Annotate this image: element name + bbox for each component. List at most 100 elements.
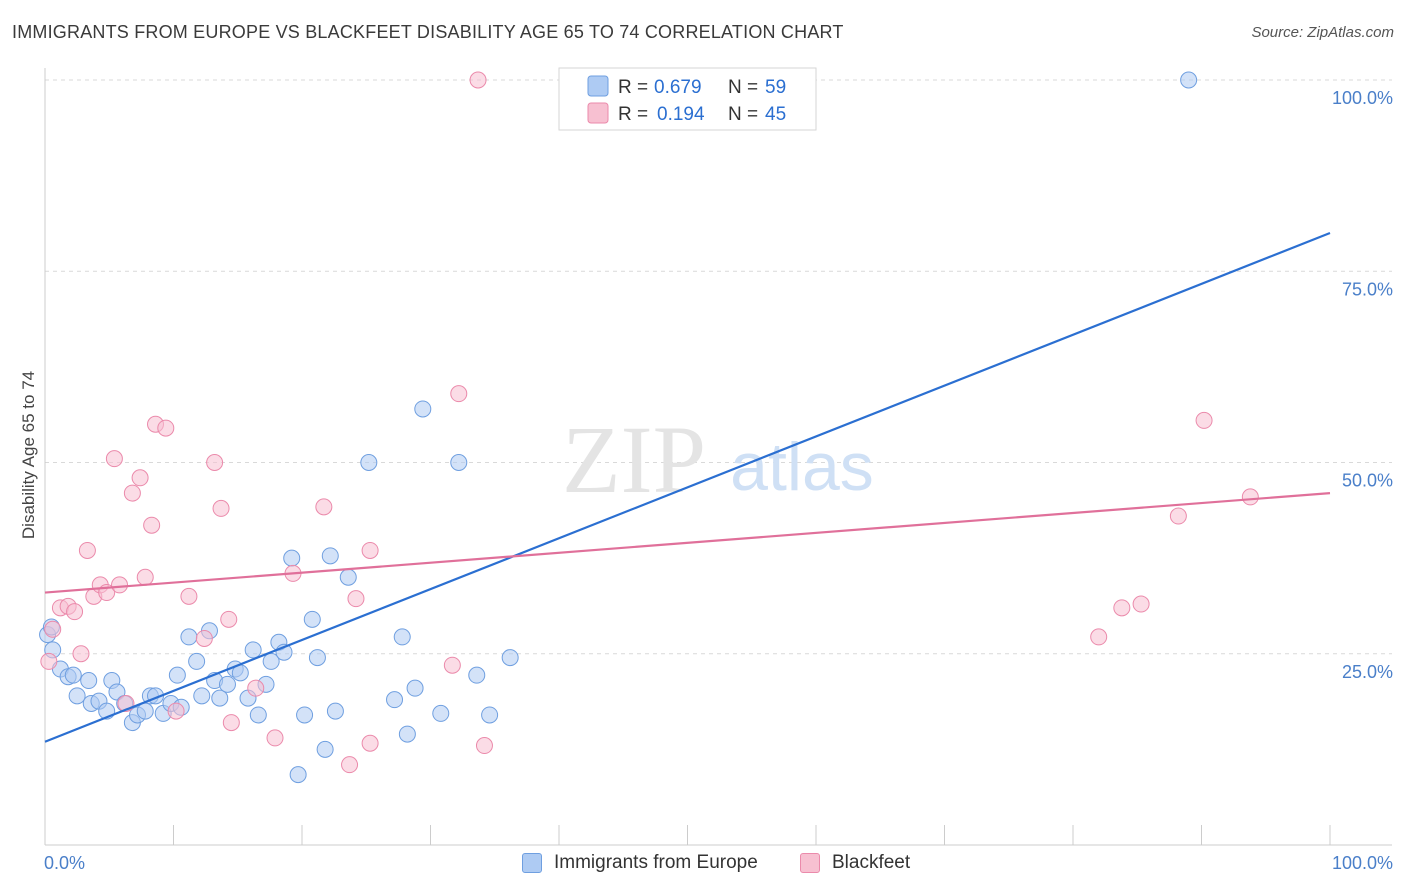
pink-point — [40, 652, 58, 670]
blue-point — [468, 666, 486, 684]
blue-point — [168, 666, 186, 684]
blue-point — [406, 679, 424, 697]
y-tick-label: 75.0% — [1342, 279, 1393, 299]
legend-r-value: 0.194 — [657, 104, 705, 125]
legend-n-value: 45 — [765, 104, 786, 125]
watermark-atlas: atlas — [730, 429, 874, 505]
pink-point — [131, 469, 149, 487]
pink-point — [66, 603, 84, 621]
swatch-europe — [522, 853, 542, 873]
blue-point — [393, 628, 411, 646]
blue-point — [296, 706, 314, 724]
blue-point — [386, 691, 404, 709]
pink-point — [266, 729, 284, 747]
legend-item-europe[interactable]: Immigrants from Europe — [522, 852, 758, 874]
blue-point — [360, 454, 378, 471]
blue-point — [289, 766, 307, 784]
blue-point — [321, 547, 339, 565]
blue-point — [450, 454, 468, 471]
pink-point — [1132, 595, 1150, 613]
blue-point — [398, 725, 416, 743]
blue-point — [193, 687, 211, 705]
pink-point — [220, 610, 238, 628]
swatch-blackfeet — [800, 853, 820, 873]
x-tick-label: 100.0% — [1332, 853, 1393, 873]
pink-point — [247, 679, 265, 697]
blue-point — [414, 400, 432, 418]
tick-labels: 25.0% 50.0% 75.0% 100.0% 0.0% 100.0% — [44, 88, 1393, 873]
y-tick-label: 50.0% — [1342, 471, 1393, 491]
legend-n-label: N = — [728, 77, 758, 98]
blue-point — [188, 652, 206, 670]
blue-point — [432, 704, 450, 722]
pink-point — [72, 645, 90, 663]
pink-point — [105, 450, 123, 468]
pink-point — [443, 656, 461, 674]
blue-point — [339, 568, 357, 586]
blue-point — [481, 706, 499, 724]
blue-point — [262, 652, 280, 670]
grid-lines — [45, 79, 1392, 655]
pink-point — [206, 454, 224, 471]
pink-point — [44, 620, 62, 638]
blue-point — [308, 649, 326, 667]
legend-swatch-blue — [587, 75, 609, 97]
blue-trend-line — [44, 231, 1331, 743]
pink-point — [315, 498, 333, 516]
axes — [44, 68, 1392, 846]
legend-label-europe: Immigrants from Europe — [554, 852, 758, 873]
pink-point — [450, 385, 468, 403]
chart-title: IMMIGRANTS FROM EUROPE VS BLACKFEET DISA… — [12, 22, 844, 42]
y-tick-label: 25.0% — [1342, 662, 1393, 682]
blue-point — [211, 689, 229, 707]
blue-point — [180, 628, 198, 646]
pink-point — [475, 737, 493, 755]
pink-point — [341, 756, 359, 774]
blue-point — [326, 702, 344, 720]
x-tick-label: 0.0% — [44, 853, 85, 873]
pink-point — [1113, 599, 1131, 617]
legend-item-blackfeet[interactable]: Blackfeet — [800, 852, 910, 874]
pink-point — [78, 541, 96, 559]
y-tick-label: 100.0% — [1332, 88, 1393, 108]
pink-point — [111, 576, 129, 594]
blue-point — [80, 672, 98, 690]
watermark-zip: ZIP — [562, 406, 706, 513]
blue-point — [218, 675, 236, 693]
pink-point — [1241, 488, 1259, 506]
stats-legend: R = 0.679 N = 59 R = 0.194 N = 45 — [558, 67, 817, 131]
blue-point — [501, 649, 519, 667]
blue-point — [283, 549, 301, 567]
source-label: Source: ZipAtlas.com — [1251, 24, 1394, 41]
legend-r-label: R = — [618, 77, 648, 98]
trend-lines — [44, 231, 1331, 743]
series-legend: Immigrants from Europe Blackfeet — [0, 852, 1406, 878]
pink-point — [361, 541, 379, 559]
pink-point — [222, 714, 240, 732]
pink-point — [157, 419, 175, 437]
pink-point — [212, 499, 230, 517]
legend-swatch-pink — [587, 102, 609, 124]
pink-point — [123, 484, 141, 502]
pink-trend-line — [44, 492, 1331, 594]
y-axis-label: Disability Age 65 to 74 — [19, 371, 38, 539]
blue-point — [249, 706, 267, 724]
pink-point — [180, 587, 198, 605]
pink-point — [167, 702, 185, 720]
legend-r-label: R = — [618, 104, 648, 125]
legend-label-blackfeet: Blackfeet — [832, 852, 911, 873]
legend-n-value: 59 — [765, 77, 786, 98]
blue-point — [64, 666, 82, 684]
blue-point — [316, 740, 334, 758]
pink-point — [195, 629, 213, 647]
pink-point — [361, 734, 379, 752]
pink-point — [347, 590, 365, 608]
pink-point — [1090, 628, 1108, 646]
blue-point — [136, 702, 154, 720]
pink-point — [136, 568, 154, 586]
blue-point — [1180, 71, 1198, 89]
blue-point — [244, 641, 262, 659]
blue-point — [68, 687, 86, 705]
pink-point — [1195, 411, 1213, 429]
